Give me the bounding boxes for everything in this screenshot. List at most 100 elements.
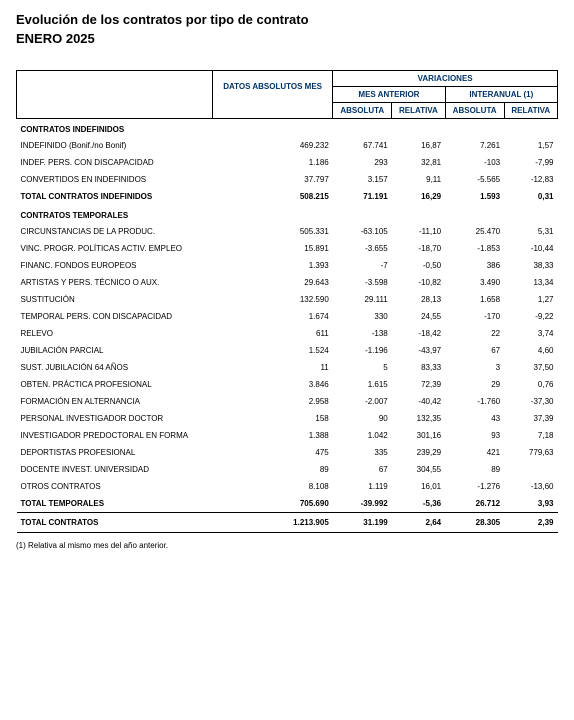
mes-abs-cell: 67 — [333, 461, 392, 478]
datos-cell: 611 — [212, 325, 332, 342]
inter-abs-cell: 3 — [445, 359, 504, 376]
table-row: SUST. JUBILACIÓN 64 AÑOS11583,33337,50 — [17, 359, 558, 376]
datos-cell: 705.690 — [212, 495, 332, 513]
mes-rel-cell: 83,33 — [392, 359, 445, 376]
row-label-cell: TOTAL CONTRATOS — [17, 513, 213, 533]
row-label-cell: TEMPORAL PERS. CON DISCAPACIDAD — [17, 308, 213, 325]
inter-rel-cell: 3,74 — [504, 325, 557, 342]
datos-cell: 1.213.905 — [212, 513, 332, 533]
mes-rel-cell: -0,50 — [392, 257, 445, 274]
mes-rel-cell: -11,10 — [392, 223, 445, 240]
inter-rel-cell: 1,27 — [504, 291, 557, 308]
mes-rel-cell: 301,16 — [392, 427, 445, 444]
row-label-cell: TOTAL TEMPORALES — [17, 495, 213, 513]
mes-abs-cell: 293 — [333, 154, 392, 171]
footnote: (1) Relativa al mismo mes del año anteri… — [16, 541, 558, 550]
table-row: FORMACIÓN EN ALTERNANCIA2.958-2.007-40,4… — [17, 393, 558, 410]
datos-cell: 3.846 — [212, 376, 332, 393]
mes-rel-cell: 16,01 — [392, 478, 445, 495]
mes-rel-cell: -43,97 — [392, 342, 445, 359]
datos-cell: 89 — [212, 461, 332, 478]
inter-abs-cell: -5.565 — [445, 171, 504, 188]
inter-abs-cell: -1.853 — [445, 240, 504, 257]
inter-abs-cell: 43 — [445, 410, 504, 427]
datos-cell: 132.590 — [212, 291, 332, 308]
datos-cell: 29.643 — [212, 274, 332, 291]
header-interanual: INTERANUAL (1) — [445, 87, 557, 103]
table-body: CONTRATOS INDEFINIDOSINDEFINIDO (Bonif./… — [17, 119, 558, 533]
inter-abs-cell: 386 — [445, 257, 504, 274]
table-row: ARTISTAS Y PERS. TÉCNICO O AUX.29.643-3.… — [17, 274, 558, 291]
mes-rel-cell: 239,29 — [392, 444, 445, 461]
mes-abs-cell: 31.199 — [333, 513, 392, 533]
datos-cell: 475 — [212, 444, 332, 461]
datos-cell: 158 — [212, 410, 332, 427]
header-datos-sub — [212, 103, 332, 119]
datos-cell: 37.797 — [212, 171, 332, 188]
table-row: JUBILACIÓN PARCIAL1.524-1.196-43,97674,6… — [17, 342, 558, 359]
mes-abs-cell: -7 — [333, 257, 392, 274]
inter-rel-cell: 37,50 — [504, 359, 557, 376]
inter-rel-cell: -37,30 — [504, 393, 557, 410]
mes-abs-cell: -2.007 — [333, 393, 392, 410]
mes-rel-cell: 9,11 — [392, 171, 445, 188]
table-row: INDEFINIDO (Bonif./no Bonif)469.23267.74… — [17, 137, 558, 154]
inter-abs-cell: 7.261 — [445, 137, 504, 154]
header-empty — [17, 71, 213, 119]
mes-rel-cell: -10,82 — [392, 274, 445, 291]
mes-rel-cell: 304,55 — [392, 461, 445, 478]
row-label-cell: JUBILACIÓN PARCIAL — [17, 342, 213, 359]
row-label-cell: RELEVO — [17, 325, 213, 342]
header-relativa-2: RELATIVA — [504, 103, 557, 119]
inter-abs-cell: -103 — [445, 154, 504, 171]
inter-rel-cell: 38,33 — [504, 257, 557, 274]
row-label-cell: INDEF. PERS. CON DISCAPACIDAD — [17, 154, 213, 171]
mes-rel-cell: 2,64 — [392, 513, 445, 533]
datos-cell: 8.108 — [212, 478, 332, 495]
table-row: TOTAL TEMPORALES705.690-39.992-5,3626.71… — [17, 495, 558, 513]
row-label-cell: TOTAL CONTRATOS INDEFINIDOS — [17, 188, 213, 205]
table-row: OTROS CONTRATOS8.1081.11916,01-1.276-13,… — [17, 478, 558, 495]
page-title: Evolución de los contratos por tipo de c… — [16, 12, 558, 27]
row-label-cell: CIRCUNSTANCIAS DE LA PRODUC. — [17, 223, 213, 240]
inter-rel-cell: 13,34 — [504, 274, 557, 291]
row-label-cell: OBTEN. PRÁCTICA PROFESIONAL — [17, 376, 213, 393]
row-label-cell: SUST. JUBILACIÓN 64 AÑOS — [17, 359, 213, 376]
table-row: INVESTIGADOR PREDOCTORAL EN FORMA1.3881.… — [17, 427, 558, 444]
mes-rel-cell: 16,87 — [392, 137, 445, 154]
inter-rel-cell: 2,39 — [504, 513, 557, 533]
datos-cell: 1.524 — [212, 342, 332, 359]
inter-abs-cell: 67 — [445, 342, 504, 359]
mes-abs-cell: 5 — [333, 359, 392, 376]
datos-cell: 469.232 — [212, 137, 332, 154]
row-label-cell: INDEFINIDO (Bonif./no Bonif) — [17, 137, 213, 154]
inter-rel-cell: -9,22 — [504, 308, 557, 325]
mes-rel-cell: 132,35 — [392, 410, 445, 427]
inter-rel-cell: 779,63 — [504, 444, 557, 461]
mes-rel-cell: 28,13 — [392, 291, 445, 308]
table-row: VINC. PROGR. POLÍTICAS ACTIV. EMPLEO15.8… — [17, 240, 558, 257]
section-header: CONTRATOS TEMPORALES — [17, 205, 558, 223]
mes-rel-cell: -5,36 — [392, 495, 445, 513]
inter-rel-cell: 5,31 — [504, 223, 557, 240]
mes-abs-cell: 71.191 — [333, 188, 392, 205]
datos-cell: 1.186 — [212, 154, 332, 171]
table-row: TEMPORAL PERS. CON DISCAPACIDAD1.6743302… — [17, 308, 558, 325]
header-absoluta-1: ABSOLUTA — [333, 103, 392, 119]
section-header: CONTRATOS INDEFINIDOS — [17, 119, 558, 138]
inter-abs-cell: 29 — [445, 376, 504, 393]
table-row: PERSONAL INVESTIGADOR DOCTOR15890132,354… — [17, 410, 558, 427]
table-row: OBTEN. PRÁCTICA PROFESIONAL3.8461.61572,… — [17, 376, 558, 393]
mes-rel-cell: 24,55 — [392, 308, 445, 325]
mes-abs-cell: -63.105 — [333, 223, 392, 240]
inter-abs-cell: 3.490 — [445, 274, 504, 291]
mes-abs-cell: -138 — [333, 325, 392, 342]
mes-abs-cell: -3.598 — [333, 274, 392, 291]
row-label-cell: ARTISTAS Y PERS. TÉCNICO O AUX. — [17, 274, 213, 291]
mes-rel-cell: 16,29 — [392, 188, 445, 205]
row-label-cell: FINANC. FONDOS EUROPEOS — [17, 257, 213, 274]
mes-rel-cell: 72,39 — [392, 376, 445, 393]
inter-rel-cell: 7,18 — [504, 427, 557, 444]
mes-rel-cell: -18,70 — [392, 240, 445, 257]
mes-rel-cell: 32,81 — [392, 154, 445, 171]
